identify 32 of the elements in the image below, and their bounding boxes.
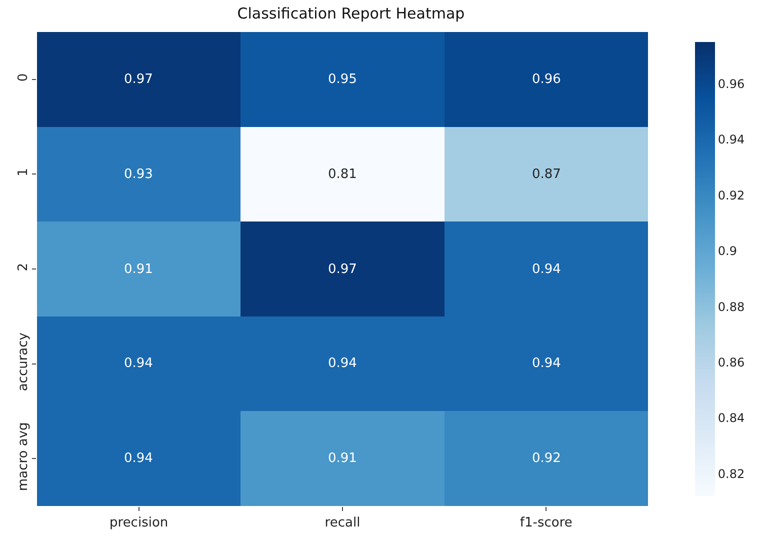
data-label: 0.97 — [124, 72, 153, 87]
color-bar-label: 0.86 — [718, 356, 745, 370]
y-tick-label: 1 — [16, 168, 31, 176]
data-label: 0.96 — [532, 72, 561, 87]
color-bar-label: 0.84 — [718, 411, 745, 426]
data-label: 0.97 — [328, 262, 357, 277]
data-label: 0.94 — [328, 356, 357, 371]
x-tick-label: recall — [324, 516, 360, 531]
data-label: 0.94 — [124, 356, 153, 371]
color-bar-label: 0.92 — [718, 188, 745, 202]
y-tick-label: macro avg — [16, 422, 31, 492]
data-label: 0.81 — [328, 167, 357, 182]
data-label: 0.94 — [532, 262, 561, 277]
y-tick-label: 2 — [16, 262, 31, 272]
data-label: 0.94 — [124, 451, 153, 466]
y-tick-label: accuracy — [16, 332, 31, 392]
color-bar-label: 0.96 — [718, 76, 745, 91]
x-tick-label: f1-score — [520, 516, 572, 531]
y-tick-label: 0 — [16, 73, 31, 82]
color-bar-label: 0.88 — [718, 300, 745, 314]
data-label: 0.92 — [532, 451, 561, 466]
data-label: 0.91 — [124, 262, 153, 277]
color-bar-label: 0.94 — [718, 132, 745, 147]
data-label: 0.91 — [328, 451, 357, 466]
data-label: 0.95 — [328, 72, 357, 87]
data-label: 0.94 — [532, 356, 561, 371]
x-tick-label: precision — [110, 516, 168, 531]
data-label: 0.87 — [532, 167, 561, 182]
color-bar-label: 0.9 — [718, 244, 737, 258]
color-bar-label: 0.82 — [718, 466, 745, 481]
data-label: 0.93 — [124, 167, 153, 182]
chart-title: Classification Report Heatmap — [237, 4, 465, 23]
